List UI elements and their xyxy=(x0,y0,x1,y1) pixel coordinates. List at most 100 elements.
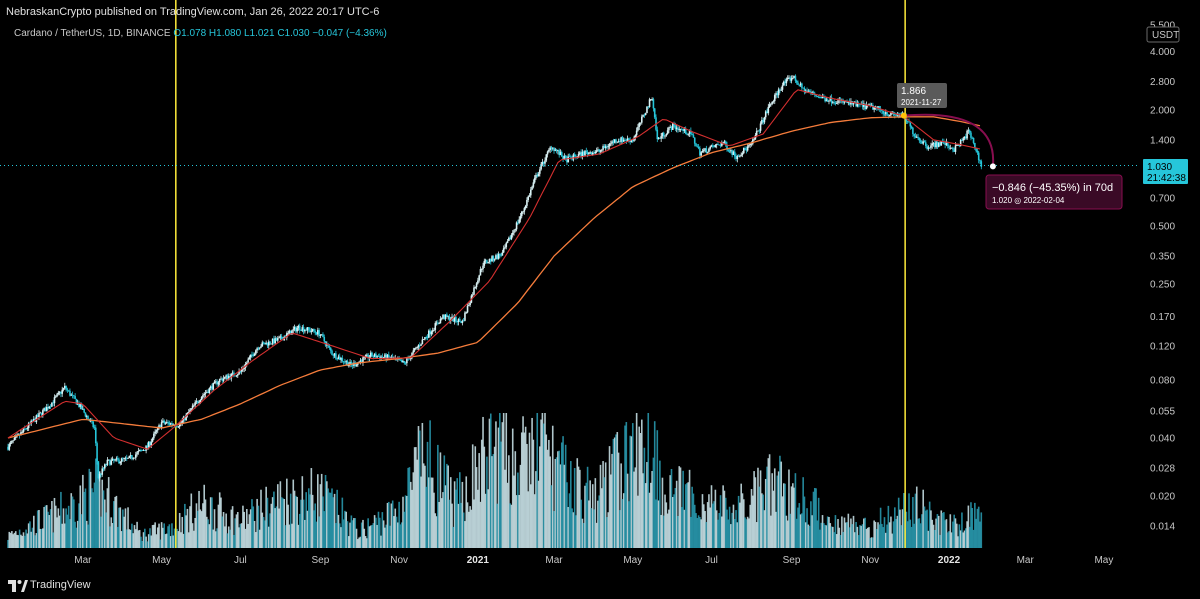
volume-bar xyxy=(342,519,345,548)
candle-body xyxy=(890,112,892,116)
volume-bar xyxy=(901,509,904,548)
candle-body xyxy=(752,139,754,144)
volume-bar xyxy=(598,495,601,548)
volume-bar xyxy=(826,516,829,548)
candle-body xyxy=(502,248,505,253)
volume-bar xyxy=(194,517,196,548)
candle-body xyxy=(378,356,381,359)
tradingview-brand[interactable]: TradingView xyxy=(30,579,91,591)
tradingview-logo-icon[interactable] xyxy=(8,579,28,593)
volume-bar xyxy=(265,486,267,548)
annotation-value: 1.866 xyxy=(901,86,926,97)
candle-body xyxy=(473,287,475,295)
volume-bar xyxy=(386,502,389,548)
candle-body xyxy=(185,414,187,421)
candle-body xyxy=(98,473,101,479)
volume-bar xyxy=(777,471,780,548)
volume-bar xyxy=(946,532,949,548)
volume-bar xyxy=(810,501,812,548)
candle-body xyxy=(91,420,93,422)
volume-bar xyxy=(284,525,287,548)
volume-bar xyxy=(913,523,915,548)
volume-bar xyxy=(972,529,975,548)
volume-bar xyxy=(123,516,125,548)
candle-body xyxy=(189,409,191,413)
price-chart[interactable]: 1.866 2021-11-27 −0.846 (−45.35%) in 70d… xyxy=(0,0,1200,572)
volume-bar xyxy=(341,497,344,548)
candle-body xyxy=(366,354,368,356)
candle-body xyxy=(656,129,659,140)
volume-bar xyxy=(240,523,243,548)
y-tick-label: 0.040 xyxy=(1150,433,1175,444)
volume-bar xyxy=(94,458,97,548)
volume-bar xyxy=(896,515,899,548)
candle-body xyxy=(766,111,768,114)
volume-bar xyxy=(728,506,731,548)
candle-body xyxy=(615,139,617,142)
volume-bar xyxy=(191,523,194,548)
candle-body xyxy=(607,146,610,148)
volume-bar xyxy=(664,494,666,548)
volume-bar xyxy=(647,413,650,548)
forecast-arc xyxy=(903,113,995,167)
candle-body xyxy=(533,178,536,183)
candle-body xyxy=(291,330,293,335)
forecast-drawing[interactable]: 1.866 2021-11-27 −0.846 (−45.35%) in 70d… xyxy=(897,83,1123,210)
volume-bar xyxy=(313,510,315,548)
candle-body xyxy=(256,348,258,351)
candle-body xyxy=(145,445,147,451)
candle-body xyxy=(910,126,913,128)
candle-body xyxy=(412,350,415,353)
volume-bar xyxy=(456,478,459,548)
candle-body xyxy=(683,128,686,132)
volume-bar xyxy=(833,532,835,548)
candle-body xyxy=(58,392,61,393)
candle-body xyxy=(924,142,927,146)
volume-bar xyxy=(657,500,660,548)
y-tick-label: 0.020 xyxy=(1150,492,1175,503)
candle-body xyxy=(837,100,839,104)
volume-bar xyxy=(772,490,775,548)
volume-bar xyxy=(332,497,335,548)
candle-body xyxy=(424,337,426,340)
candle-body xyxy=(665,134,668,136)
volume-bar xyxy=(331,488,333,548)
forecast-end-point[interactable] xyxy=(989,163,996,170)
volume-bar xyxy=(651,471,653,548)
candle-body xyxy=(628,138,630,141)
volume-bar xyxy=(594,478,597,548)
volume-bar xyxy=(848,527,851,548)
volume-bar xyxy=(480,439,483,548)
volume-bar xyxy=(706,502,709,548)
candle-body xyxy=(364,355,367,357)
volume-bar xyxy=(794,473,797,548)
candle-body xyxy=(785,79,788,84)
forecast-start-point[interactable] xyxy=(900,112,907,119)
volume-bar xyxy=(255,532,257,548)
candle-body xyxy=(406,358,408,364)
volume-bar xyxy=(963,530,966,548)
candle-body xyxy=(850,101,852,105)
candle-body xyxy=(594,151,597,154)
volume-bar xyxy=(550,485,553,548)
candle-body xyxy=(293,327,296,330)
volume-bar xyxy=(526,443,528,548)
candle-body xyxy=(631,139,634,141)
candle-body xyxy=(865,104,868,110)
candle-body xyxy=(635,130,638,136)
y-axis[interactable]: 5.5004.0002.8002.0001.4000.7000.5000.350… xyxy=(1150,21,1175,533)
volume-bar xyxy=(549,456,551,548)
volume-bar xyxy=(106,488,109,548)
candle-body xyxy=(125,457,128,459)
volume-bar xyxy=(709,507,712,548)
candle-body xyxy=(114,459,116,461)
candle-body xyxy=(526,199,528,206)
volume-bar xyxy=(353,518,355,548)
volume-bar xyxy=(82,474,84,548)
candle-body xyxy=(354,362,357,366)
candle-body xyxy=(882,110,884,114)
candle-body xyxy=(909,122,912,127)
candle-body xyxy=(252,354,255,356)
symbol-legend[interactable]: Cardano / TetherUS, 1D, BINANCE O1.078 H… xyxy=(14,28,387,39)
volume-bar xyxy=(514,451,517,548)
